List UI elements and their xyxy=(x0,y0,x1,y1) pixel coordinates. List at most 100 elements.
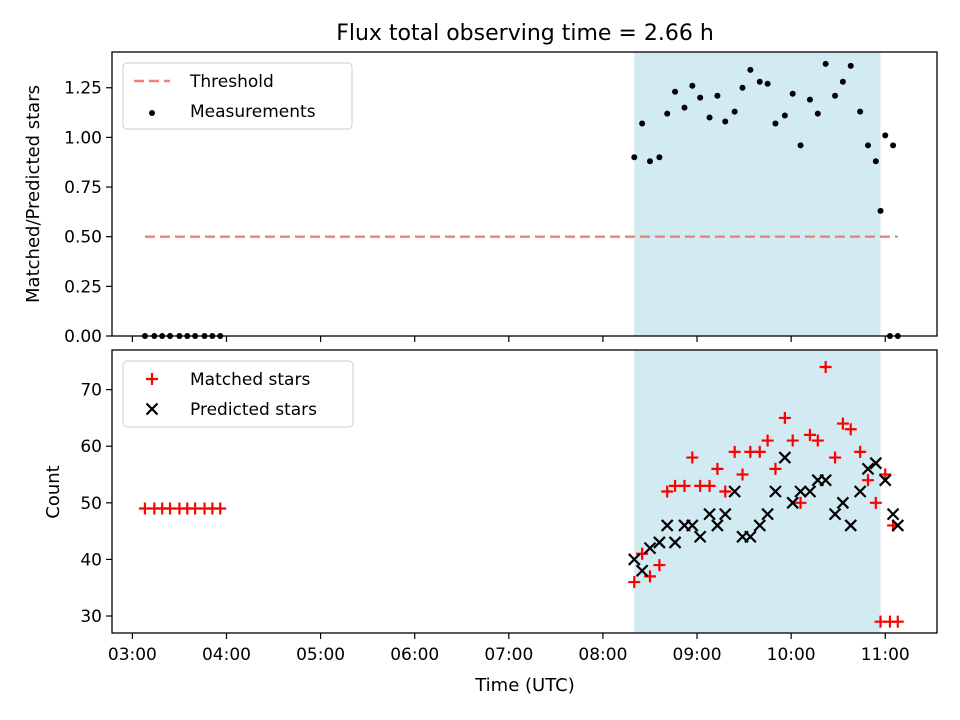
top-y-tick-label: 1.25 xyxy=(64,79,102,99)
measurement-point xyxy=(822,60,829,67)
top-y-tick-label: 1.00 xyxy=(64,128,102,148)
x-tick-label: 03:00 xyxy=(108,645,157,665)
measurement-point xyxy=(772,120,779,127)
predicted-star-point xyxy=(718,507,732,521)
predicted-star-point xyxy=(869,456,883,470)
chart-title: Flux total observing time = 2.66 h xyxy=(336,21,714,46)
matched-star-point xyxy=(636,547,649,560)
predicted-star-point xyxy=(778,451,792,464)
measurement-point xyxy=(839,78,846,85)
x-tick-label: 06:00 xyxy=(390,645,439,665)
measurement-point xyxy=(747,66,754,73)
x-tick-label: 07:00 xyxy=(484,645,533,665)
measurement-point xyxy=(789,90,796,97)
top-y-tick-label: 0.75 xyxy=(64,178,102,198)
legend-label: Predicted stars xyxy=(190,400,317,420)
predicted-star-point xyxy=(744,530,757,544)
matched-star-point xyxy=(844,423,857,436)
top-observing-span xyxy=(634,52,881,336)
legend-label: Matched stars xyxy=(190,370,310,390)
predicted-star-point xyxy=(628,553,641,566)
measurement-point xyxy=(731,108,738,115)
matched-star-point xyxy=(778,411,791,424)
measurement-point xyxy=(882,132,889,139)
measurement-point xyxy=(664,110,671,117)
measurement-point xyxy=(864,142,871,149)
predicted-star-point xyxy=(728,485,741,498)
bottom-y-axis-label: Count xyxy=(43,465,64,518)
matched-star-point xyxy=(819,360,832,373)
measurement-point xyxy=(672,88,679,95)
matched-star-point xyxy=(214,502,227,515)
legend-predicted-swatch xyxy=(145,402,159,416)
measurement-point xyxy=(739,84,746,91)
measurement-point xyxy=(806,96,813,103)
top-y-tick-label: 0.00 xyxy=(64,327,102,347)
matched-star-point xyxy=(836,417,849,430)
measurement-point xyxy=(857,108,864,115)
predicted-star-point xyxy=(844,519,858,532)
matched-star-point xyxy=(661,485,674,498)
measurement-point xyxy=(722,118,729,125)
measurement-point xyxy=(832,92,839,99)
measurement-point xyxy=(706,114,713,121)
bottom-y-tick-label: 60 xyxy=(80,437,102,457)
predicted-star-point xyxy=(635,564,649,578)
predicted-star-point xyxy=(891,519,905,532)
bottom-panel: 30 40 50 60 70 03:00 04:00 05:00 06:00 07:00 08:00… xyxy=(80,349,938,665)
predicted-star-point xyxy=(803,485,817,498)
matched-star-point xyxy=(794,496,807,509)
measurement-point xyxy=(764,80,771,87)
predicted-star-point xyxy=(660,519,674,532)
matched-star-point xyxy=(861,474,874,487)
legend-label: Threshold xyxy=(189,72,274,92)
matched-star-point xyxy=(719,485,732,498)
measurement-point xyxy=(697,94,704,101)
measurement-point xyxy=(756,78,763,85)
matched-star-point xyxy=(761,434,774,447)
predicted-star-point xyxy=(753,519,767,532)
measurement-point xyxy=(847,62,854,69)
measurement-point xyxy=(631,154,638,161)
predicted-star-point xyxy=(853,485,867,498)
measurement-point xyxy=(689,82,696,89)
predicted-star-point xyxy=(886,507,900,521)
matched-star-point xyxy=(736,468,749,481)
x-tick-label: 04:00 xyxy=(202,645,251,665)
predicted-star-point xyxy=(878,473,892,487)
measurement-point xyxy=(872,158,879,165)
matched-star-point xyxy=(891,615,904,628)
bottom-legend: Matched stars Predicted stars xyxy=(122,360,354,428)
matched-star-point xyxy=(678,479,691,492)
matched-star-point xyxy=(653,559,666,572)
bottom-y-tick-label: 30 xyxy=(80,607,102,627)
predicted-star-point xyxy=(769,485,782,498)
measurement-point xyxy=(781,112,788,119)
bottom-y-tick-label: 70 xyxy=(80,381,102,401)
matched-star-point xyxy=(703,479,716,492)
bottom-y-tick-label: 40 xyxy=(80,550,102,570)
bottom-y-tick-label: 50 xyxy=(80,494,102,514)
matched-star-point xyxy=(854,445,867,458)
measurement-point xyxy=(814,110,821,117)
predicted-star-point xyxy=(703,507,716,521)
x-tick-label: 11:00 xyxy=(861,645,910,665)
legend-measurement-swatch xyxy=(149,110,155,116)
x-tick-label: 08:00 xyxy=(578,645,627,665)
predicted-star-point xyxy=(761,507,774,521)
predicted-star-point xyxy=(819,473,832,487)
predicted-star-point xyxy=(828,507,842,521)
top-legend: Threshold Measurements xyxy=(122,62,353,130)
x-tick-label: 05:00 xyxy=(296,645,345,665)
predicted-star-point xyxy=(693,530,707,544)
measurement-point xyxy=(714,92,721,99)
measurement-point xyxy=(656,154,663,161)
bottom-legend-box xyxy=(122,360,354,428)
predicted-star-point xyxy=(668,536,682,549)
matched-star-point xyxy=(728,445,741,458)
top-y-tick-label: 0.50 xyxy=(64,228,102,248)
measurement-point xyxy=(890,142,897,149)
predicted-star-point xyxy=(643,541,657,555)
